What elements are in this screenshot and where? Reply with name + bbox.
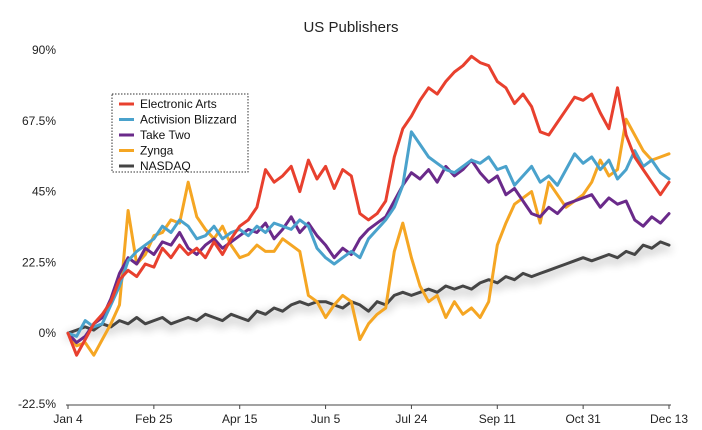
legend-label: NASDAQ xyxy=(140,159,191,173)
x-tick-label: Jan 4 xyxy=(53,412,83,426)
y-axis: 90% 67.5% 45% 22.5% 0% -22.5% xyxy=(18,43,56,411)
series-line-activision-blizzard xyxy=(66,130,671,338)
series-line-take-two xyxy=(66,158,671,345)
legend-label: Take Two xyxy=(140,128,191,142)
chart-title: US Publishers xyxy=(303,19,398,36)
x-axis: Jan 4 Feb 25 Apr 15 Jun 5 Jul 24 Sep 11 Oct 31… xyxy=(53,405,688,426)
x-tick-label: Oct 31 xyxy=(565,412,601,426)
y-tick-label: -22.5% xyxy=(18,397,56,411)
y-tick-label: 22.5% xyxy=(22,255,56,269)
series-line-nasdaq xyxy=(66,240,671,335)
x-tick-label: Jun 5 xyxy=(311,412,341,426)
y-tick-label: 90% xyxy=(32,43,56,57)
legend-label: Electronic Arts xyxy=(140,97,217,111)
series-line-zynga xyxy=(66,117,671,357)
x-tick-label: Dec 13 xyxy=(650,412,688,426)
x-tick-label: Feb 25 xyxy=(135,412,173,426)
y-tick-label: 0% xyxy=(39,326,57,340)
series-layer xyxy=(66,54,671,357)
x-tick-label: Jul 24 xyxy=(395,412,427,426)
x-tick-label: Sep 11 xyxy=(479,412,516,426)
series-line-electronic-arts xyxy=(66,54,671,357)
y-tick-label: 67.5% xyxy=(22,114,56,128)
legend-label: Activision Blizzard xyxy=(140,113,237,127)
legend-label: Zynga xyxy=(140,144,174,158)
x-tick-label: Apr 15 xyxy=(222,412,258,426)
y-tick-label: 45% xyxy=(32,185,56,199)
legend-box xyxy=(111,93,249,173)
